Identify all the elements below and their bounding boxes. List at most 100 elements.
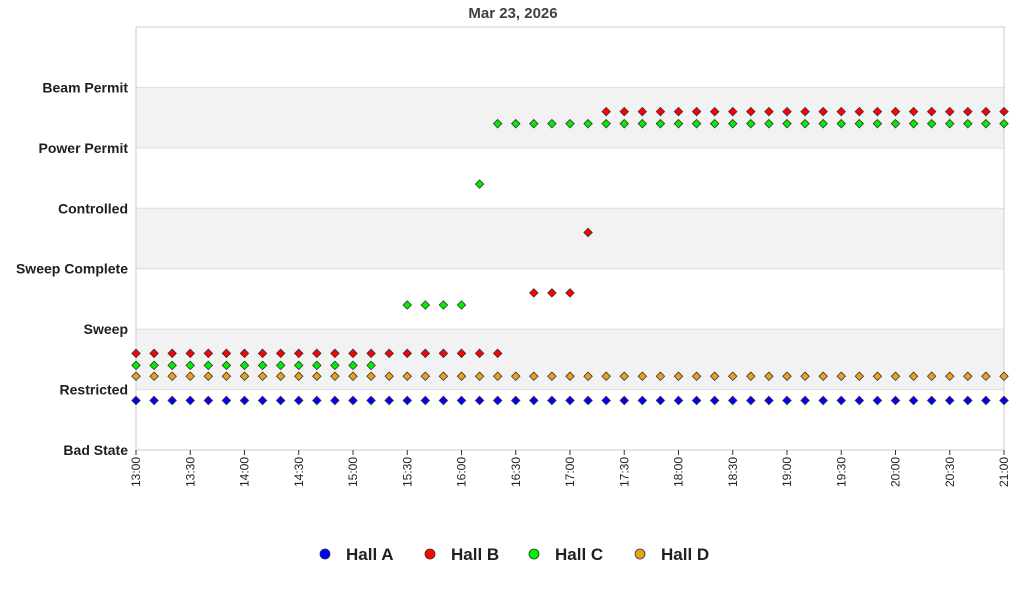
data-point xyxy=(185,371,196,382)
data-point xyxy=(420,348,431,359)
data-point xyxy=(221,348,232,359)
data-point xyxy=(203,395,214,406)
data-point xyxy=(601,371,611,382)
plot-band xyxy=(136,208,1004,269)
data-point xyxy=(565,395,575,406)
data-point xyxy=(149,348,159,359)
data-point xyxy=(547,118,557,129)
data-point xyxy=(709,118,720,129)
data-point xyxy=(764,371,774,382)
data-point xyxy=(782,118,792,129)
data-point xyxy=(547,288,557,298)
data-points xyxy=(131,106,1009,406)
data-point xyxy=(746,106,756,117)
data-point xyxy=(492,348,503,359)
data-point xyxy=(782,395,792,406)
data-point xyxy=(275,360,286,371)
data-point xyxy=(655,106,666,117)
data-point xyxy=(438,348,449,359)
data-point xyxy=(293,360,304,371)
data-point xyxy=(149,371,159,382)
data-point xyxy=(312,348,322,359)
data-point xyxy=(601,395,611,406)
x-tick-label: 17:00 xyxy=(563,457,577,487)
data-point xyxy=(619,371,630,382)
data-point xyxy=(601,106,611,117)
plot-band xyxy=(136,87,1004,148)
data-point xyxy=(456,395,467,406)
data-point xyxy=(203,360,214,371)
data-point xyxy=(510,118,521,129)
data-point xyxy=(619,118,630,129)
data-point xyxy=(167,395,177,406)
data-point xyxy=(384,395,394,406)
x-tick-label: 18:30 xyxy=(726,457,740,487)
data-point xyxy=(800,395,810,406)
data-point xyxy=(239,348,250,359)
data-point xyxy=(565,288,575,298)
x-tick-label: 19:30 xyxy=(834,457,848,487)
data-point xyxy=(203,348,214,359)
data-point xyxy=(872,106,883,117)
data-point xyxy=(203,371,214,382)
legend-label: Hall D xyxy=(661,545,709,564)
data-point xyxy=(185,360,196,371)
data-point xyxy=(420,300,431,310)
data-point xyxy=(366,360,376,371)
data-point xyxy=(474,348,485,359)
data-point xyxy=(456,300,467,310)
data-point xyxy=(908,395,919,406)
data-point xyxy=(312,371,322,382)
x-tick-label: 14:30 xyxy=(292,457,306,487)
data-point xyxy=(890,106,901,117)
data-point xyxy=(131,360,141,371)
data-point xyxy=(402,395,413,406)
data-point xyxy=(890,371,901,382)
data-point xyxy=(691,395,702,406)
y-tick-label: Restricted xyxy=(60,382,128,398)
data-point xyxy=(727,118,738,129)
data-point xyxy=(131,395,141,406)
data-point xyxy=(474,179,485,189)
data-point xyxy=(854,395,865,406)
data-point xyxy=(348,360,358,371)
data-point xyxy=(746,371,756,382)
data-point xyxy=(456,371,467,382)
data-point xyxy=(275,371,286,382)
data-point xyxy=(456,348,467,359)
x-tick-label: 14:00 xyxy=(238,457,252,487)
data-point xyxy=(999,118,1009,129)
data-point xyxy=(402,300,413,310)
data-point xyxy=(239,371,250,382)
legend-marker xyxy=(634,548,646,560)
data-point xyxy=(727,106,738,117)
data-point xyxy=(131,348,141,359)
data-point xyxy=(836,106,847,117)
data-point xyxy=(637,371,648,382)
data-point xyxy=(583,118,593,129)
data-point xyxy=(908,371,919,382)
data-point xyxy=(420,395,431,406)
data-point xyxy=(999,106,1009,117)
data-point xyxy=(944,118,955,129)
data-point xyxy=(438,395,449,406)
data-point xyxy=(673,118,684,129)
data-point xyxy=(492,395,503,406)
data-point xyxy=(529,288,539,298)
data-point xyxy=(818,118,828,129)
data-point xyxy=(583,227,593,238)
plot-band xyxy=(136,268,1004,330)
data-point xyxy=(926,371,937,382)
data-point xyxy=(510,395,521,406)
data-point xyxy=(583,371,593,382)
y-tick-label: Beam Permit xyxy=(42,79,128,95)
data-point xyxy=(908,106,919,117)
data-point xyxy=(384,371,394,382)
data-point xyxy=(637,118,648,129)
data-point xyxy=(547,371,557,382)
data-point xyxy=(709,371,720,382)
data-point xyxy=(890,118,901,129)
data-point xyxy=(746,395,756,406)
